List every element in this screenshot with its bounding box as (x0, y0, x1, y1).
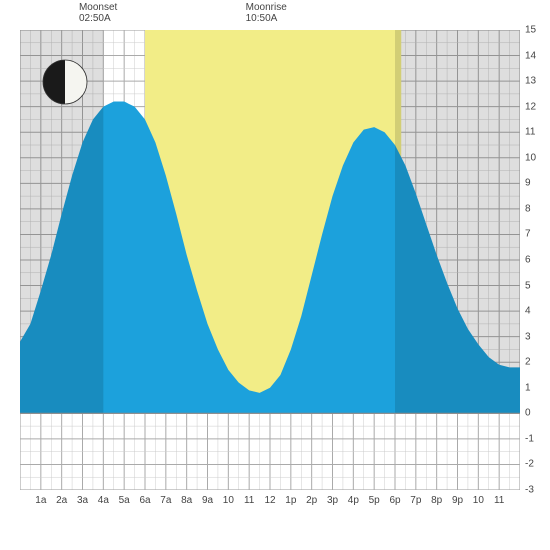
moonset-label: Moonset 02:50A (79, 2, 117, 24)
moonset-title: Moonset (79, 2, 117, 13)
moonrise-time: 10:50A (246, 13, 287, 24)
y-tick-label: 6 (525, 255, 531, 266)
y-tick-label: 15 (525, 25, 536, 36)
x-tick-label: 9p (452, 495, 463, 506)
x-tick-label: 8a (181, 495, 192, 506)
x-tick-label: 10 (473, 495, 484, 506)
x-tick-label: 4a (98, 495, 109, 506)
x-tick-label: 3p (327, 495, 338, 506)
y-tick-label: 4 (525, 306, 531, 317)
tide-chart (20, 30, 520, 490)
y-tick-label: 13 (525, 76, 536, 87)
y-tick-label: 14 (525, 50, 536, 61)
moonrise-label: Moonrise 10:50A (246, 2, 287, 24)
x-tick-label: 7a (160, 495, 171, 506)
x-tick-label: 1p (285, 495, 296, 506)
x-tick-label: 3a (77, 495, 88, 506)
top-labels: Moonset 02:50A Moonrise 10:50A (20, 2, 520, 30)
x-tick-label: 9a (202, 495, 213, 506)
x-tick-label: 5p (369, 495, 380, 506)
y-tick-label: 3 (525, 331, 531, 342)
x-axis-labels: 1a 2a 3a 4a 5a 6a 7a 8a 9a 10 11 12 1p 2p 3p 4p 5p 6p 7p 8p… (20, 495, 520, 511)
y-tick-label: -1 (525, 433, 534, 444)
y-tick-label: -2 (525, 459, 534, 470)
y-tick-label: 5 (525, 280, 531, 291)
x-tick-label: 7p (410, 495, 421, 506)
y-tick-label: 2 (525, 357, 531, 368)
x-tick-label: 11 (244, 495, 254, 506)
chart-container (20, 30, 520, 490)
x-tick-label: 1a (35, 495, 46, 506)
x-tick-label: 2p (306, 495, 317, 506)
y-tick-label: -3 (525, 485, 534, 496)
x-tick-label: 6p (389, 495, 400, 506)
y-tick-label: 10 (525, 152, 536, 163)
y-tick-label: 0 (525, 408, 531, 419)
x-tick-label: 11 (494, 495, 504, 506)
moonrise-title: Moonrise (246, 2, 287, 13)
x-tick-label: 6a (139, 495, 150, 506)
y-tick-label: 11 (525, 127, 535, 138)
x-tick-label: 2a (56, 495, 67, 506)
y-tick-label: 7 (525, 229, 531, 240)
y-tick-label: 12 (525, 101, 536, 112)
x-tick-label: 8p (431, 495, 442, 506)
y-tick-label: 8 (525, 203, 531, 214)
y-tick-label: 9 (525, 178, 531, 189)
x-tick-label: 5a (119, 495, 130, 506)
y-tick-label: 1 (525, 382, 531, 393)
x-tick-label: 12 (264, 495, 275, 506)
y-axis-labels: -3-2-10123456789101112131415 (525, 30, 549, 490)
moonset-time: 02:50A (79, 13, 117, 24)
x-tick-label: 10 (223, 495, 234, 506)
x-tick-label: 4p (348, 495, 359, 506)
